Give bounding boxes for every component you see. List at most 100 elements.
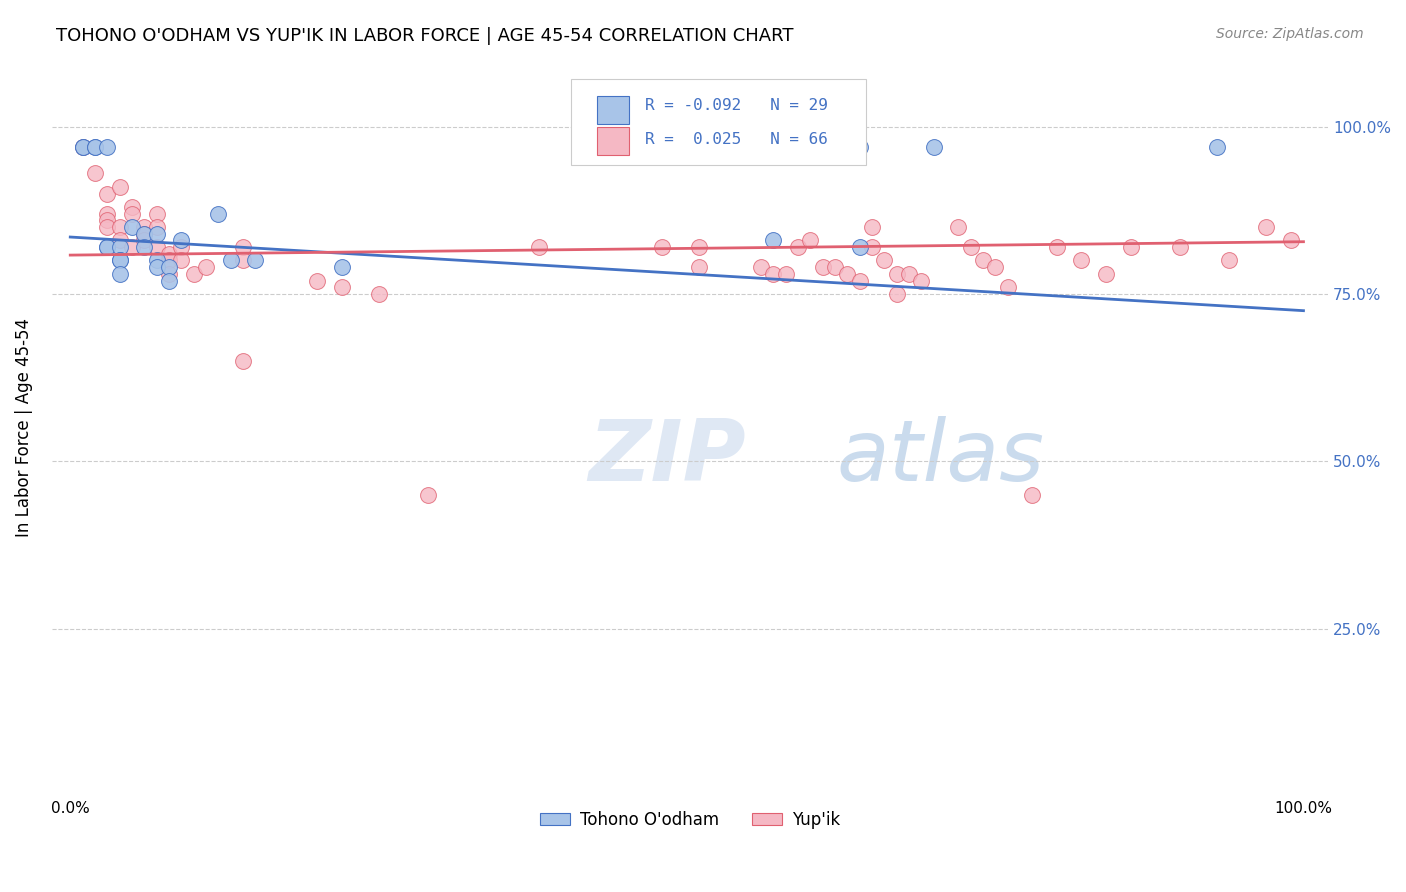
Point (762, 267, 785, 281)
Point (72, 139, 94, 153)
Point (145, 240, 167, 254)
Point (108, 253, 131, 268)
FancyBboxPatch shape (571, 79, 866, 165)
Point (997, 280, 1019, 294)
Point (1256, 219, 1278, 234)
Point (170, 233, 193, 247)
Point (207, 206, 229, 220)
Point (121, 219, 143, 234)
Point (84, 166, 107, 180)
Point (108, 219, 131, 234)
Point (96, 206, 118, 220)
FancyBboxPatch shape (596, 128, 628, 155)
Point (910, 274, 932, 288)
Point (848, 240, 870, 254)
Point (330, 260, 353, 275)
Point (799, 233, 821, 247)
Point (170, 240, 193, 254)
Point (96, 240, 118, 254)
Point (96, 240, 118, 254)
Point (860, 219, 883, 234)
Point (157, 267, 180, 281)
Text: ZIP: ZIP (588, 416, 745, 499)
Point (96, 213, 118, 227)
Point (1206, 139, 1229, 153)
Point (145, 227, 167, 241)
Point (72, 139, 94, 153)
Point (786, 240, 808, 254)
Point (108, 240, 131, 254)
Point (84, 139, 107, 153)
Point (367, 287, 389, 301)
Point (984, 260, 1007, 275)
Point (121, 200, 143, 214)
Point (848, 139, 870, 153)
Legend: Tohono O'odham, Yup'ik: Tohono O'odham, Yup'ik (533, 805, 846, 836)
Point (183, 267, 205, 281)
Point (157, 253, 180, 268)
Point (219, 253, 242, 268)
Point (1279, 233, 1302, 247)
Point (848, 274, 870, 288)
Text: R =  0.025   N = 66: R = 0.025 N = 66 (645, 132, 828, 146)
Point (145, 206, 167, 220)
Point (232, 253, 254, 268)
FancyBboxPatch shape (596, 95, 628, 124)
Point (688, 260, 710, 275)
Point (1218, 253, 1240, 268)
Point (170, 253, 193, 268)
Text: TOHONO O'ODHAM VS YUP'IK IN LABOR FORCE | AGE 45-54 CORRELATION CHART: TOHONO O'ODHAM VS YUP'IK IN LABOR FORCE … (56, 27, 794, 45)
Point (972, 253, 994, 268)
Point (84, 139, 107, 153)
Point (96, 219, 118, 234)
Point (1119, 240, 1142, 254)
Text: atlas: atlas (837, 416, 1045, 499)
Point (245, 253, 267, 268)
Point (145, 260, 167, 275)
Point (527, 240, 550, 254)
Point (824, 260, 846, 275)
Point (1046, 240, 1069, 254)
Point (886, 287, 908, 301)
Point (232, 240, 254, 254)
Text: Source: ZipAtlas.com: Source: ZipAtlas.com (1216, 27, 1364, 41)
Point (134, 219, 156, 234)
Text: R = -0.092   N = 29: R = -0.092 N = 29 (645, 98, 828, 113)
Point (922, 139, 945, 153)
Point (108, 233, 131, 247)
Point (1021, 488, 1043, 502)
Point (749, 260, 772, 275)
Point (157, 260, 180, 275)
Point (96, 186, 118, 201)
Point (305, 274, 328, 288)
Point (775, 267, 797, 281)
Point (959, 240, 981, 254)
Point (121, 240, 143, 254)
Point (108, 253, 131, 268)
Point (134, 227, 156, 241)
Point (157, 246, 180, 260)
Point (762, 233, 785, 247)
Point (811, 260, 834, 275)
Point (108, 267, 131, 281)
Point (873, 253, 896, 268)
Point (145, 219, 167, 234)
Point (1168, 240, 1191, 254)
Point (232, 354, 254, 368)
Point (946, 219, 969, 234)
Point (134, 240, 156, 254)
Point (134, 227, 156, 241)
Point (121, 206, 143, 220)
Point (860, 240, 883, 254)
Point (688, 240, 710, 254)
Point (134, 233, 156, 247)
Point (837, 267, 859, 281)
Point (96, 139, 118, 153)
Point (72, 139, 94, 153)
Point (416, 488, 439, 502)
Point (1070, 253, 1092, 268)
Point (145, 253, 167, 268)
Point (897, 267, 920, 281)
Point (886, 267, 908, 281)
Point (108, 179, 131, 194)
